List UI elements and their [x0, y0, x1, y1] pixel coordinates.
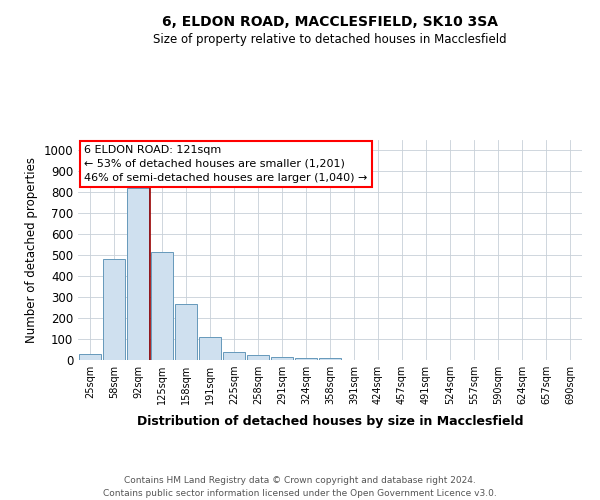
Bar [223, 352, 245, 360]
Bar [199, 337, 221, 360]
Bar [319, 358, 341, 360]
Text: 6 ELDON ROAD: 121sqm
← 53% of detached houses are smaller (1,201)
46% of semi-de: 6 ELDON ROAD: 121sqm ← 53% of detached h… [84, 145, 367, 183]
Bar [103, 260, 125, 360]
Text: 6, ELDON ROAD, MACCLESFIELD, SK10 3SA: 6, ELDON ROAD, MACCLESFIELD, SK10 3SA [162, 15, 498, 29]
Bar [271, 358, 293, 360]
Bar [295, 358, 317, 360]
Bar [247, 356, 269, 360]
Text: Contains HM Land Registry data © Crown copyright and database right 2024.
Contai: Contains HM Land Registry data © Crown c… [103, 476, 497, 498]
Bar [127, 188, 149, 360]
Y-axis label: Number of detached properties: Number of detached properties [25, 157, 38, 343]
X-axis label: Distribution of detached houses by size in Macclesfield: Distribution of detached houses by size … [137, 416, 523, 428]
Text: Size of property relative to detached houses in Macclesfield: Size of property relative to detached ho… [153, 32, 507, 46]
Bar [79, 354, 101, 360]
Bar [175, 304, 197, 360]
Bar [151, 252, 173, 360]
